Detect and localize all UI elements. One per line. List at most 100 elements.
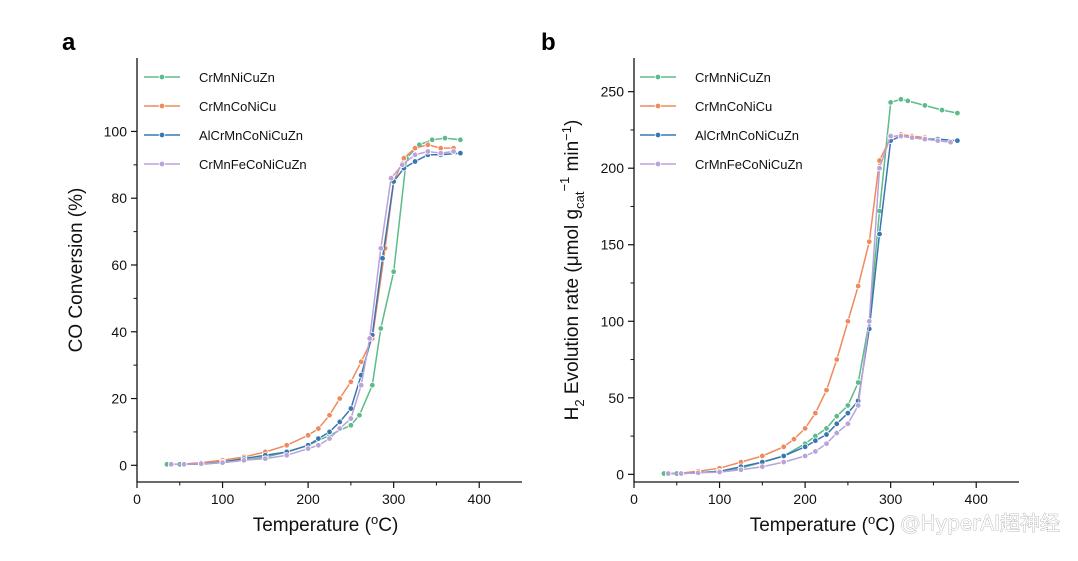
data-point (812, 437, 819, 444)
data-point (240, 457, 248, 464)
data-point (411, 144, 419, 152)
watermark-text: @HyperAI超神经 (900, 511, 1060, 535)
x-tick-label: 200 (793, 491, 817, 507)
data-point (823, 440, 830, 447)
data-point (356, 412, 363, 419)
data-point (759, 463, 766, 470)
data-point (377, 245, 385, 252)
series-line (166, 137, 461, 466)
data-point (823, 425, 830, 432)
data-point (921, 135, 929, 143)
data-point (304, 445, 312, 452)
data-point (441, 134, 449, 142)
legend-marker (158, 102, 166, 110)
data-point (780, 452, 787, 460)
data-point (954, 137, 961, 144)
data-point (823, 431, 830, 438)
legend-label: AlCrMnCoNiCuZn (199, 128, 303, 143)
y-tick-label: 60 (111, 257, 127, 273)
data-point (801, 443, 809, 450)
data-point (833, 429, 840, 437)
data-point (197, 460, 205, 467)
data-point (326, 428, 333, 436)
data-point (424, 148, 432, 155)
data-point (400, 154, 408, 162)
data-point (801, 452, 809, 460)
data-point (457, 136, 464, 143)
y-axis-title: H2 Evolution rate (μmol gcat−1 min−1) (557, 120, 587, 421)
data-point (347, 415, 355, 422)
data-point (399, 161, 406, 169)
legend-marker (158, 73, 166, 81)
data-point (812, 409, 819, 417)
chart-panel-a: a 0 100 200 300 400 0 20 40 60 80 100 Temperature (o… (62, 29, 522, 536)
data-point (904, 97, 911, 105)
chart-panel-b: b 0 100 200 300 400 0 50 100 150 200 250 Temperature… (541, 29, 1019, 536)
data-point (876, 230, 883, 238)
data-point (866, 238, 873, 245)
data-point (844, 420, 852, 428)
y-tick-label: 200 (601, 160, 625, 176)
data-point (390, 268, 397, 275)
y-tick-label: 20 (111, 391, 127, 407)
data-point (938, 106, 946, 114)
data-point (934, 137, 941, 144)
legend-label: CrMnCoNiCu (695, 99, 772, 114)
legend-marker (654, 102, 662, 110)
y-axis-title: CO Conversion (%) (66, 188, 87, 353)
x-tick-label: 200 (296, 491, 320, 507)
series-CrMnFeCoNiCuZn (665, 132, 954, 477)
legend-label: CrMnFeCoNiCuZn (199, 157, 307, 172)
x-tick-label: 400 (468, 491, 492, 507)
series-CrMnFeCoNiCuZn (168, 148, 457, 468)
y-tick-label: 50 (608, 390, 624, 406)
legend-label: CrMnNiCuZn (199, 70, 275, 85)
data-point (315, 442, 322, 449)
data-point (428, 136, 436, 143)
data-point (844, 409, 852, 417)
data-point (921, 102, 929, 109)
data-point (357, 358, 365, 366)
x-tick-label: 300 (879, 491, 903, 507)
x-tick-label: 400 (965, 491, 989, 507)
data-point (336, 418, 343, 426)
data-point (168, 461, 175, 468)
data-point (897, 132, 905, 140)
data-point (823, 386, 830, 394)
data-point (411, 151, 419, 159)
x-tick-label: 100 (211, 491, 235, 507)
data-point (326, 435, 333, 442)
y-tick-label: 150 (601, 237, 625, 253)
x-tick-label: 100 (708, 491, 732, 507)
data-point (759, 452, 766, 460)
data-point (347, 378, 355, 386)
data-point (315, 425, 322, 432)
data-point (450, 148, 457, 155)
data-point (908, 134, 916, 141)
data-point (887, 99, 894, 106)
data-point (801, 425, 809, 432)
data-point (833, 356, 840, 363)
legend: CrMnNiCuZn CrMnCoNiCu AlCrMnCoNiCuZn CrMnFe… (640, 70, 803, 172)
data-point (347, 422, 355, 429)
data-point (379, 255, 386, 262)
data-point (866, 318, 873, 325)
data-point (457, 149, 464, 157)
data-point (369, 381, 376, 389)
y-tick-label: 80 (111, 190, 127, 206)
y-tick-label: 40 (111, 324, 127, 340)
panel-label: b (541, 29, 556, 56)
series-line (171, 144, 454, 466)
y-tick-label: 0 (616, 466, 624, 482)
series-CrMnNiCuZn (163, 134, 464, 468)
data-point (357, 381, 365, 389)
series-line (668, 133, 925, 475)
legend-marker (654, 160, 662, 168)
data-point (716, 468, 723, 476)
panel-label: a (62, 29, 76, 56)
data-point (665, 470, 672, 477)
data-point (844, 318, 852, 325)
legend-marker (158, 160, 166, 168)
data-point (694, 469, 702, 477)
series-CrMnCoNiCu (168, 141, 457, 468)
